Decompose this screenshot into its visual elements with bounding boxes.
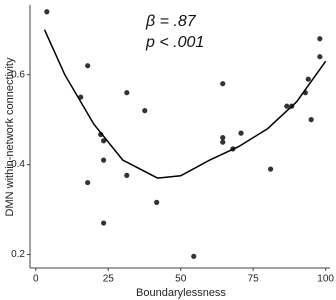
y-tick-label: 0.6	[11, 69, 25, 80]
point	[101, 220, 107, 226]
point	[220, 135, 226, 141]
y-tick-label: 0.4	[11, 159, 25, 170]
x-axis-title: Boundarylessness	[136, 287, 226, 299]
x-tick-label: 25	[103, 274, 115, 285]
point	[85, 63, 91, 69]
annotation: p < .001	[145, 34, 204, 51]
x-tick-label: 0	[33, 274, 39, 285]
fit-line	[43, 29, 327, 179]
point	[220, 81, 226, 87]
x-tick-label: 50	[175, 274, 187, 285]
point	[238, 130, 244, 136]
point	[44, 9, 50, 15]
point	[191, 253, 197, 259]
point	[317, 36, 323, 42]
point	[85, 179, 91, 186]
point	[308, 117, 314, 123]
x-tick-label: 75	[248, 274, 260, 285]
point	[317, 54, 323, 60]
point	[284, 103, 290, 109]
point	[124, 90, 130, 96]
x-tick-label: 100	[317, 274, 334, 285]
annotation: β = .87	[145, 13, 197, 30]
y-axis-title: DMN within-network connectivity	[4, 57, 16, 216]
point	[142, 108, 148, 114]
point	[101, 138, 107, 144]
point	[154, 199, 160, 205]
point	[124, 172, 130, 178]
point	[220, 139, 226, 145]
point	[305, 76, 311, 82]
point	[101, 157, 107, 163]
y-tick-label: 0.2	[11, 249, 25, 260]
point	[267, 166, 274, 172]
